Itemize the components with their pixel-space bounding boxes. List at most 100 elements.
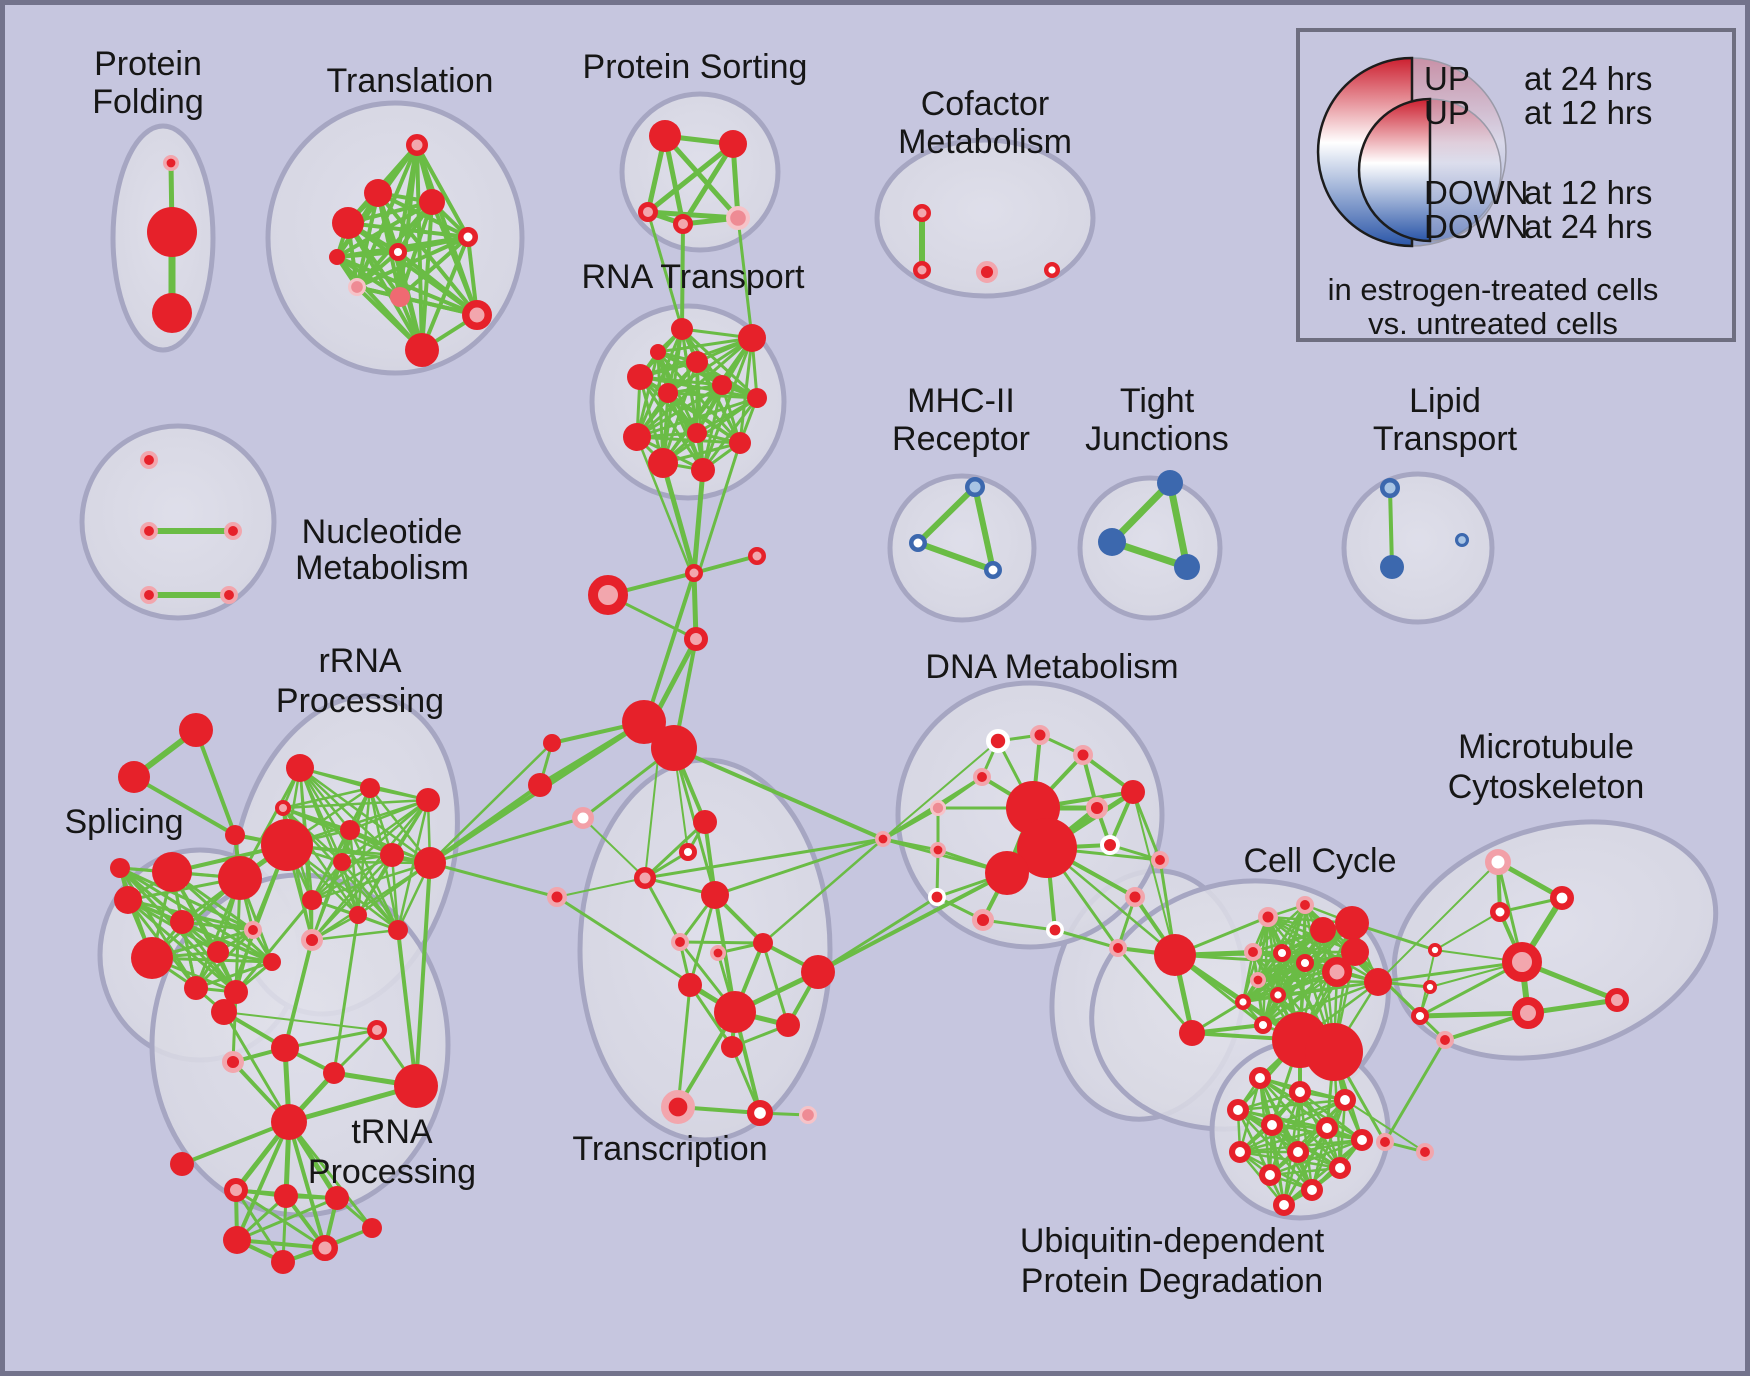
gene-node[interactable]	[222, 1050, 245, 1073]
gene-node[interactable]	[312, 1235, 338, 1261]
gene-node[interactable]	[1351, 1129, 1374, 1152]
gene-node[interactable]	[139, 450, 158, 469]
gene-node[interactable]	[691, 458, 715, 482]
gene-node[interactable]	[271, 1104, 307, 1140]
gene-node[interactable]	[975, 261, 998, 284]
gene-node-connector[interactable]	[118, 761, 150, 793]
gene-node[interactable]	[1364, 968, 1392, 996]
gene-node[interactable]	[414, 847, 446, 879]
gene-node[interactable]	[1287, 1141, 1310, 1164]
gene-node[interactable]	[275, 800, 291, 816]
gene-node[interactable]	[719, 130, 747, 158]
gene-node[interactable]	[223, 522, 242, 541]
gene-node-connector[interactable]	[622, 700, 666, 744]
gene-node[interactable]	[1151, 851, 1170, 870]
gene-node[interactable]	[1436, 1031, 1455, 1050]
gene-node[interactable]	[1295, 953, 1314, 972]
gene-node[interactable]	[349, 906, 367, 924]
gene-node[interactable]	[547, 887, 567, 907]
gene-node[interactable]	[286, 754, 314, 782]
gene-node[interactable]	[1258, 907, 1278, 927]
gene-node[interactable]	[714, 991, 756, 1033]
gene-node[interactable]	[986, 729, 1011, 754]
gene-node[interactable]	[1272, 943, 1291, 962]
gene-node[interactable]	[1174, 554, 1200, 580]
gene-node[interactable]	[362, 1218, 382, 1238]
gene-node[interactable]	[380, 843, 404, 867]
gene-node[interactable]	[1512, 997, 1544, 1029]
gene-node[interactable]	[263, 953, 281, 971]
gene-node[interactable]	[1334, 1089, 1357, 1112]
gene-node-connector[interactable]	[225, 825, 245, 845]
gene-node[interactable]	[419, 189, 445, 215]
gene-node[interactable]	[1289, 1081, 1312, 1104]
gene-node[interactable]	[139, 586, 158, 605]
gene-node[interactable]	[678, 842, 697, 861]
gene-node[interactable]	[462, 300, 492, 330]
gene-node-connector[interactable]	[572, 807, 594, 829]
gene-node[interactable]	[323, 1062, 345, 1084]
gene-node[interactable]	[211, 999, 237, 1025]
gene-node-connector[interactable]	[1179, 1020, 1205, 1046]
gene-node[interactable]	[301, 928, 324, 951]
gene-node-connector[interactable]	[528, 773, 552, 797]
gene-node[interactable]	[671, 933, 690, 952]
gene-node[interactable]	[1229, 1141, 1252, 1164]
gene-node[interactable]	[930, 800, 947, 817]
gene-node[interactable]	[332, 207, 364, 239]
gene-node[interactable]	[693, 810, 717, 834]
gene-node[interactable]	[110, 858, 130, 878]
gene-node[interactable]	[673, 214, 693, 234]
gene-node[interactable]	[1259, 1164, 1282, 1187]
gene-node[interactable]	[687, 423, 707, 443]
gene-node[interactable]	[1249, 1067, 1272, 1090]
gene-node[interactable]	[170, 910, 194, 934]
gene-node[interactable]	[1380, 555, 1404, 579]
gene-node[interactable]	[388, 920, 408, 940]
gene-node[interactable]	[1605, 988, 1629, 1012]
gene-node[interactable]	[1234, 994, 1251, 1011]
gene-node[interactable]	[458, 227, 478, 247]
gene-node-connector[interactable]	[1154, 934, 1196, 976]
gene-node[interactable]	[1098, 528, 1126, 556]
gene-node[interactable]	[1485, 849, 1511, 875]
gene-node[interactable]	[219, 586, 238, 605]
gene-node[interactable]	[721, 1036, 743, 1058]
gene-node[interactable]	[131, 937, 173, 979]
gene-node[interactable]	[638, 202, 658, 222]
gene-node[interactable]	[627, 364, 653, 390]
gene-node[interactable]	[1250, 971, 1267, 988]
gene-node[interactable]	[1380, 478, 1400, 498]
gene-node[interactable]	[271, 1034, 299, 1062]
gene-node[interactable]	[139, 522, 158, 541]
gene-node[interactable]	[1550, 885, 1575, 910]
gene-node[interactable]	[364, 179, 392, 207]
gene-node[interactable]	[367, 1020, 387, 1040]
gene-node[interactable]	[729, 432, 751, 454]
gene-node[interactable]	[738, 324, 766, 352]
gene-node[interactable]	[1376, 1133, 1395, 1152]
gene-node[interactable]	[1125, 887, 1145, 907]
gene-node[interactable]	[971, 908, 994, 931]
gene-node[interactable]	[224, 980, 248, 1004]
gene-node[interactable]	[271, 1250, 295, 1274]
gene-node[interactable]	[671, 318, 693, 340]
gene-node[interactable]	[1490, 902, 1510, 922]
gene-node[interactable]	[1085, 796, 1108, 819]
gene-node[interactable]	[985, 851, 1029, 895]
gene-node[interactable]	[170, 1152, 194, 1176]
gene-node[interactable]	[1273, 1194, 1296, 1217]
gene-node[interactable]	[390, 287, 410, 307]
gene-node[interactable]	[648, 448, 678, 478]
gene-node[interactable]	[340, 820, 360, 840]
gene-node[interactable]	[984, 561, 1002, 579]
gene-node[interactable]	[1335, 906, 1369, 940]
gene-node-connector[interactable]	[874, 830, 891, 847]
gene-node[interactable]	[1454, 533, 1469, 548]
gene-node[interactable]	[152, 293, 192, 333]
gene-node-connector[interactable]	[543, 734, 561, 752]
gene-node[interactable]	[163, 155, 180, 172]
gene-node[interactable]	[1310, 917, 1336, 943]
gene-node[interactable]	[1269, 987, 1286, 1004]
gene-node[interactable]	[243, 921, 262, 940]
